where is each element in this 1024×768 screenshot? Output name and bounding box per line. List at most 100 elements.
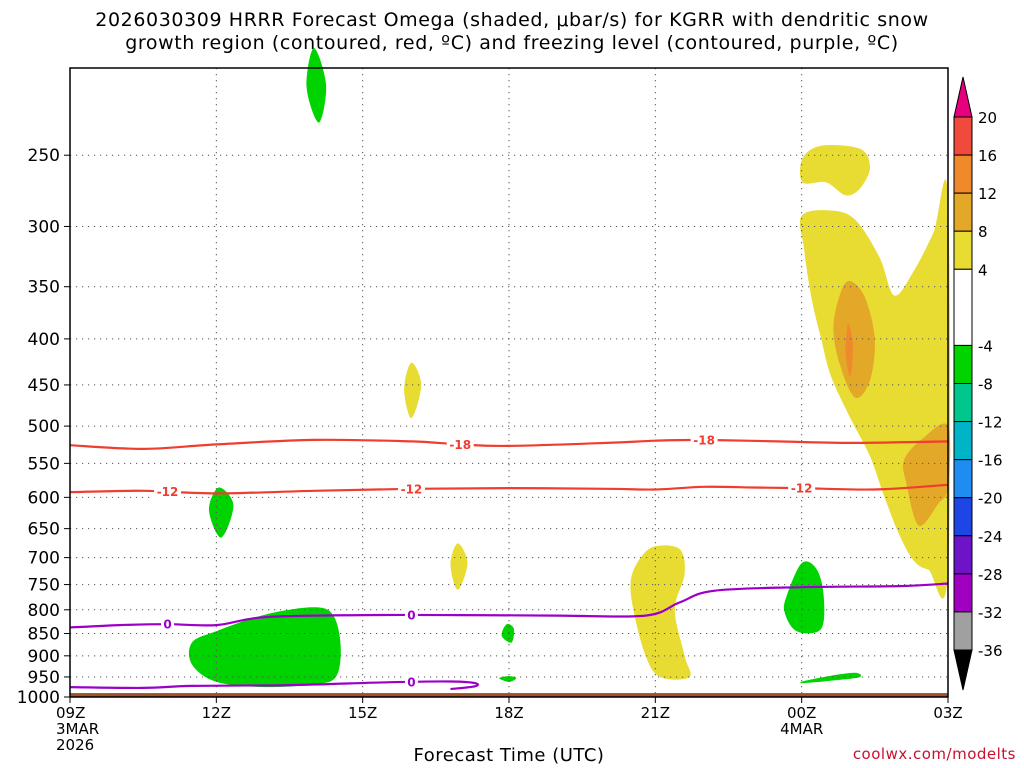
chart-grid (70, 68, 948, 697)
freezing-level-lower-label: 0 (407, 675, 415, 689)
dgz-minus-18-label-bg (446, 437, 474, 452)
freezing-level-lower-line (69, 680, 479, 691)
dgz-minus-12-label: -12 (401, 482, 423, 496)
dgz-minus-18-line (69, 438, 949, 451)
omega-ascent-4to8-small-450 (404, 362, 422, 419)
y-tick-label-900: 900 (28, 647, 60, 667)
colorbar-bin--32-to--28 (953, 573, 973, 613)
y-tick-label-350: 350 (28, 278, 60, 298)
below-ground (70, 693, 948, 697)
colorbar-label--4: -4 (978, 337, 993, 355)
colorbar: 20 16 12 8 4 -4 -8 -12 -16 -20 -24 -28 -32 -36 (953, 76, 1003, 691)
omega-ascent-12to16-spot (845, 323, 853, 377)
chart-title-line-2: growth region (contoured, red, ºC) and f… (125, 32, 899, 54)
colorbar-label-16: 16 (978, 147, 997, 165)
omega-descent-600 (208, 487, 234, 538)
y-tick-label-550: 550 (28, 454, 60, 474)
colorbar-label--20: -20 (978, 490, 1003, 508)
y-tick-label-250: 250 (28, 146, 60, 166)
omega-ascent-4to8-small-700 (450, 543, 468, 590)
colorbar-bin--20-to--16 (953, 459, 973, 499)
x-tick-label-09Z-2: 2026 (56, 736, 94, 754)
x-tick-label-00Z-1: 4MAR (780, 720, 823, 738)
omega-descent-00z (783, 561, 825, 634)
omega-ascent-8to12-core (833, 280, 875, 399)
colorbar-label-12: 12 (978, 185, 997, 203)
freezing-level-upper-label: 0 (163, 618, 171, 632)
colorbar-bin-8-to-12 (953, 192, 973, 232)
y-tick-label-300: 300 (28, 217, 60, 237)
contour-lines: -18 -18 -12 -12 -12 0 0 0 (69, 432, 949, 691)
y-tick-label-450: 450 (28, 376, 60, 396)
colorbar-bin-12-to-16 (953, 154, 973, 194)
colorbar-bin--16-to--12 (953, 421, 973, 461)
colorbar-label--24: -24 (978, 528, 1003, 546)
omega-descent-large-blob (188, 607, 341, 688)
y-tick-label-400: 400 (28, 330, 60, 350)
freezing-level-upper-label-bg (161, 617, 175, 632)
y-tick-label-800: 800 (28, 601, 60, 621)
colorbar-label-20: 20 (978, 109, 997, 127)
dgz-minus-12-label-bg (788, 481, 816, 496)
y-tick-label-1000: 1000 (17, 688, 60, 708)
colorbar-label-4: 4 (978, 261, 988, 279)
omega-ascent-8to12-lower-lobe (902, 423, 951, 526)
colorbar-label--32: -32 (978, 604, 1003, 622)
credit-link[interactable]: coolwx.com/modelts (852, 745, 1016, 763)
colorbar-bin--4-to-4 (953, 268, 973, 346)
freezing-level-upper-label: 0 (407, 609, 415, 623)
omega-descent-top (306, 47, 327, 123)
colorbar-bottom-triangle (953, 649, 973, 691)
dgz-minus-12-label-bg (397, 481, 425, 496)
freezing-level-upper-label-bg (404, 608, 418, 623)
y-axis: 250 300 350 400 450 500 550 600 650 700 750 800 850 9… (17, 146, 70, 708)
y-tick-label-700: 700 (28, 549, 60, 569)
y-tick-label-950: 950 (28, 668, 60, 688)
y-tick-label-850: 850 (28, 624, 60, 644)
chart-title-line-1: 2026030309 HRRR Forecast Omega (shaded, … (95, 9, 929, 31)
x-tick-label-03Z-0: 03Z (933, 704, 962, 722)
dgz-minus-18-label: -18 (693, 433, 715, 447)
x-tick-label-21Z-0: 21Z (641, 704, 670, 722)
colorbar-top-triangle (953, 76, 973, 118)
colorbar-bin--12-to--8 (953, 383, 973, 423)
dgz-minus-12-label: -12 (791, 482, 813, 496)
colorbar-bin--28-to--24 (953, 535, 973, 575)
colorbar-label-8: 8 (978, 223, 988, 241)
dgz-minus-12-label-bg (154, 484, 182, 499)
colorbar-label--12: -12 (978, 414, 1003, 432)
colorbar-bin-4-to-8 (953, 230, 973, 270)
colorbar-bin--24-to--20 (953, 497, 973, 537)
colorbar-label--16: -16 (978, 452, 1003, 470)
dgz-minus-18-label: -18 (449, 438, 471, 452)
colorbar-label--28: -28 (978, 566, 1003, 584)
x-axis-title: Forecast Time (UTC) (413, 745, 605, 766)
omega-ascent-4to8-main-plume (799, 179, 951, 599)
dgz-minus-12-line (69, 483, 949, 495)
x-tick-label-12Z-0: 12Z (202, 704, 231, 722)
dgz-minus-12-label: -12 (157, 485, 179, 499)
omega-fills (70, 47, 951, 697)
omega-descent-00z-low (800, 672, 862, 684)
colorbar-label--36: -36 (978, 642, 1003, 660)
freezing-level-lower-label-bg (404, 674, 418, 689)
x-tick-label-00Z-0: 00Z (787, 704, 816, 722)
dgz-minus-18-label-bg (690, 432, 718, 447)
colorbar-bin--36-to--32 (953, 611, 973, 651)
colorbar-bin--8-to--4 (953, 344, 973, 384)
y-tick-label-750: 750 (28, 576, 60, 596)
x-tick-label-18Z-0: 18Z (494, 704, 523, 722)
freezing-level-upper-line (69, 582, 949, 629)
y-tick-label-500: 500 (28, 417, 60, 437)
y-tick-label-600: 600 (28, 488, 60, 508)
omega-descent-840 (501, 623, 515, 643)
x-tick-label-15Z-0: 15Z (348, 704, 377, 722)
colorbar-bin-16-to-20 (953, 116, 973, 156)
y-tick-label-650: 650 (28, 520, 60, 540)
x-tick-label-09Z-0: 09Z (56, 704, 85, 722)
omega-ascent-4to8-top-right (800, 145, 870, 196)
colorbar-label--8: -8 (978, 376, 993, 394)
x-tick-label-09Z-1: 3MAR (56, 720, 99, 738)
